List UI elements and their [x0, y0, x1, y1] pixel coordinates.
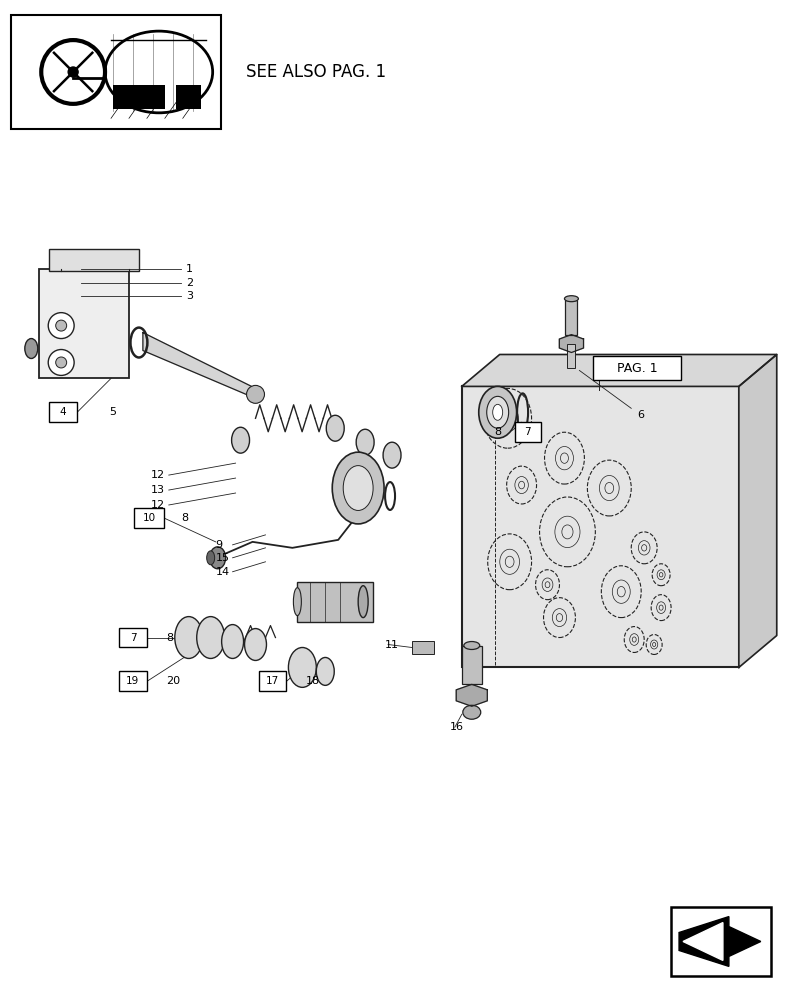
Text: 7: 7: [130, 633, 136, 643]
Ellipse shape: [288, 647, 316, 687]
Ellipse shape: [25, 339, 38, 358]
Bar: [514, 422, 540, 442]
Text: 9: 9: [216, 540, 222, 550]
Text: 8: 8: [494, 427, 500, 437]
Polygon shape: [456, 684, 487, 706]
Ellipse shape: [358, 586, 367, 618]
Ellipse shape: [221, 625, 243, 658]
Polygon shape: [559, 335, 583, 353]
Text: 1: 1: [186, 264, 192, 274]
Ellipse shape: [207, 551, 214, 565]
Ellipse shape: [343, 466, 372, 510]
Ellipse shape: [174, 617, 203, 658]
Text: 14: 14: [216, 567, 230, 577]
Ellipse shape: [383, 442, 401, 468]
Bar: [49, 249, 139, 271]
Bar: [49, 402, 77, 422]
Ellipse shape: [462, 705, 480, 719]
Ellipse shape: [209, 547, 225, 569]
Text: 13: 13: [151, 485, 165, 495]
Ellipse shape: [356, 429, 374, 455]
Text: 2: 2: [186, 278, 193, 288]
Text: 4: 4: [60, 407, 67, 417]
Polygon shape: [678, 917, 760, 966]
Text: 8: 8: [181, 513, 187, 523]
Ellipse shape: [492, 404, 502, 420]
Circle shape: [68, 67, 78, 77]
Ellipse shape: [564, 296, 577, 302]
Text: 15: 15: [216, 553, 230, 563]
Bar: [593, 356, 680, 380]
Text: 19: 19: [127, 676, 139, 686]
Text: 12: 12: [151, 500, 165, 510]
Polygon shape: [682, 923, 722, 960]
Polygon shape: [143, 333, 255, 398]
Bar: [11, 15, 221, 129]
Bar: [134, 508, 164, 528]
Bar: [119, 628, 147, 647]
Ellipse shape: [105, 31, 212, 113]
Ellipse shape: [244, 629, 266, 660]
Ellipse shape: [326, 415, 344, 441]
Polygon shape: [461, 354, 776, 386]
Bar: [258, 671, 286, 691]
Circle shape: [48, 313, 74, 339]
Text: 3: 3: [186, 291, 192, 301]
Text: 5: 5: [109, 407, 116, 417]
Text: 16: 16: [449, 722, 463, 732]
Ellipse shape: [486, 396, 508, 428]
Text: 7: 7: [524, 427, 530, 437]
Polygon shape: [738, 354, 776, 667]
Bar: [411, 641, 433, 654]
Text: 11: 11: [384, 640, 398, 650]
Ellipse shape: [196, 617, 225, 658]
Bar: [461, 646, 481, 684]
Ellipse shape: [316, 657, 334, 685]
Text: 20: 20: [165, 676, 180, 686]
Ellipse shape: [463, 642, 479, 649]
Bar: [461, 386, 738, 667]
Bar: [119, 671, 147, 691]
Circle shape: [56, 320, 67, 331]
Ellipse shape: [478, 386, 516, 438]
Ellipse shape: [231, 427, 249, 453]
Circle shape: [56, 357, 67, 368]
Text: 12: 12: [151, 470, 165, 480]
Bar: [297, 582, 372, 622]
Bar: [670, 907, 770, 976]
Circle shape: [247, 385, 264, 403]
Text: 17: 17: [265, 676, 279, 686]
Ellipse shape: [332, 452, 384, 524]
Text: 10: 10: [142, 513, 155, 523]
Text: 18: 18: [305, 676, 319, 686]
Bar: [39, 269, 129, 378]
Ellipse shape: [293, 588, 301, 616]
Circle shape: [48, 350, 74, 375]
Text: PAG. 1: PAG. 1: [616, 362, 657, 375]
Bar: [567, 344, 575, 368]
Bar: [175, 85, 200, 109]
Text: 6: 6: [637, 410, 643, 420]
Text: SEE ALSO PAG. 1: SEE ALSO PAG. 1: [245, 63, 385, 81]
Bar: [113, 85, 165, 109]
Text: 8: 8: [165, 633, 173, 643]
Bar: [564, 300, 577, 335]
